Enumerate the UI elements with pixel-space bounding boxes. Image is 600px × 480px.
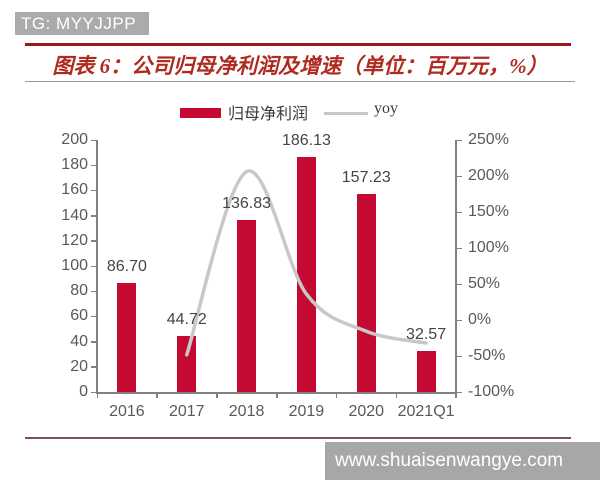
left-axis-tick-label: 20 [70, 357, 88, 375]
left-axis-tick [91, 315, 97, 318]
bar-value-label: 136.83 [222, 194, 272, 212]
left-axis-tick [91, 240, 97, 242]
left-axis-tick [91, 215, 97, 217]
legend-line-label: yoy [374, 100, 398, 117]
right-axis-tick-label: 100% [468, 239, 509, 256]
bar [416, 350, 436, 392]
left-axis-tick-label: 120 [61, 231, 88, 249]
title-divider [25, 81, 575, 82]
right-axis-tick-label: -50% [468, 347, 506, 364]
left-axis-tick [91, 139, 97, 141]
x-axis-label: 2018 [228, 403, 265, 420]
x-axis-tick [156, 392, 158, 398]
legend-bar-swatch [180, 108, 221, 118]
left-axis-tick-label: 0 [79, 383, 88, 400]
x-axis-label: 2019 [288, 403, 325, 420]
left-axis-tick-label: 40 [70, 332, 88, 350]
bar-value-label: 44.72 [166, 310, 207, 328]
right-axis-tick [456, 319, 462, 321]
x-axis-tick [455, 392, 457, 398]
left-axis-tick [91, 265, 97, 267]
bar-value-label: 157.23 [341, 168, 391, 186]
bar [237, 219, 257, 392]
x-axis-tick [96, 392, 98, 398]
left-axis-tick [91, 391, 97, 393]
left-axis-tick-label: 160 [61, 181, 88, 199]
bar-value-label: 32.57 [406, 325, 447, 343]
right-axis-tick-label: 200% [468, 167, 509, 184]
watermark-badge: TG: MYYJJPP [15, 12, 149, 35]
left-axis-tick-label: 180 [61, 156, 88, 174]
right-axis-tick [456, 355, 462, 357]
right-axis-tick-label: 50% [468, 275, 501, 292]
watermark-url: www.shuaisenwangye.com [325, 442, 600, 480]
bar [356, 193, 376, 392]
right-axis-tick [456, 175, 462, 177]
bar [296, 157, 316, 392]
top-red-rule [25, 43, 571, 46]
chart-title: 图表 6：公司归母净利润及增速（单位：百万元，%） [52, 54, 548, 78]
right-axis-tick-label: 150% [468, 203, 509, 220]
x-axis-label: 2017 [168, 403, 205, 420]
right-axis-tick [456, 247, 462, 249]
bar [177, 335, 197, 392]
right-axis-tick [456, 139, 462, 141]
left-axis-tick [91, 164, 97, 167]
left-axis-tick-label: 200 [61, 131, 88, 148]
right-axis-tick [456, 283, 462, 285]
left-axis-tick-label: 80 [70, 282, 88, 300]
left-axis-tick [91, 341, 97, 343]
x-axis-label: 2020 [348, 403, 385, 420]
right-axis-tick [456, 391, 462, 393]
x-axis-label: 2021Q1 [397, 403, 455, 420]
right-axis-tick-label: 250% [468, 131, 509, 148]
bottom-rule [25, 437, 571, 439]
left-axis-tick [91, 366, 97, 368]
legend-bar-label: 归母净利润 [228, 106, 309, 123]
left-axis-tick-label: 100 [61, 257, 88, 274]
x-axis-tick [276, 392, 278, 398]
left-axis-tick [91, 290, 97, 293]
bar [117, 282, 137, 392]
left-y-axis [96, 140, 98, 393]
left-axis-tick-label: 140 [61, 206, 88, 224]
x-axis-tick [395, 392, 398, 398]
x-axis-label: 2016 [109, 403, 145, 420]
left-axis-tick-label: 60 [70, 307, 88, 325]
right-y-axis [455, 140, 457, 393]
right-axis-tick-label: 0% [468, 311, 492, 328]
legend-line-swatch [324, 112, 368, 115]
right-axis-tick [456, 211, 462, 213]
bar-value-label: 86.70 [106, 257, 147, 275]
x-axis-tick [335, 392, 338, 398]
bar-value-label: 186.13 [281, 132, 331, 150]
right-axis-tick-label: -100% [468, 383, 515, 400]
x-axis-tick [216, 392, 218, 398]
left-axis-tick [91, 189, 97, 192]
